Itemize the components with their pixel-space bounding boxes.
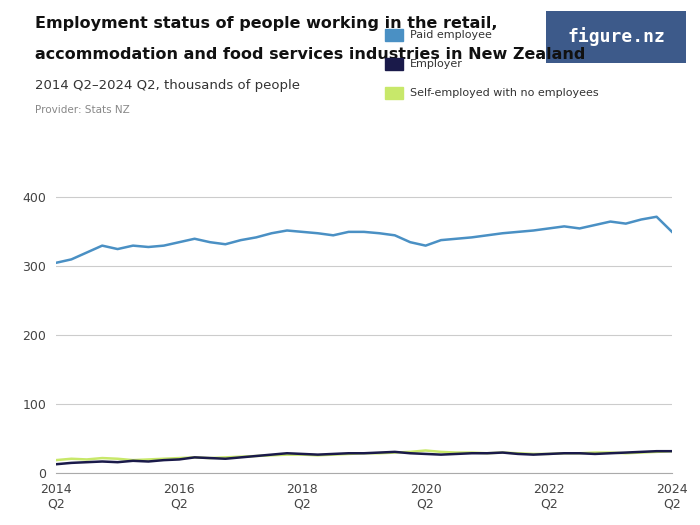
Text: 2014 Q2–2024 Q2, thousands of people: 2014 Q2–2024 Q2, thousands of people (35, 79, 300, 92)
Text: figure.nz: figure.nz (567, 27, 665, 46)
Text: Employer: Employer (410, 59, 463, 69)
Text: Self-employed with no employees: Self-employed with no employees (410, 88, 598, 98)
Text: Employment status of people working in the retail,: Employment status of people working in t… (35, 16, 498, 31)
Text: Paid employee: Paid employee (410, 30, 491, 40)
Text: accommodation and food services industries in New Zealand: accommodation and food services industri… (35, 47, 585, 62)
Text: Provider: Stats NZ: Provider: Stats NZ (35, 105, 130, 115)
